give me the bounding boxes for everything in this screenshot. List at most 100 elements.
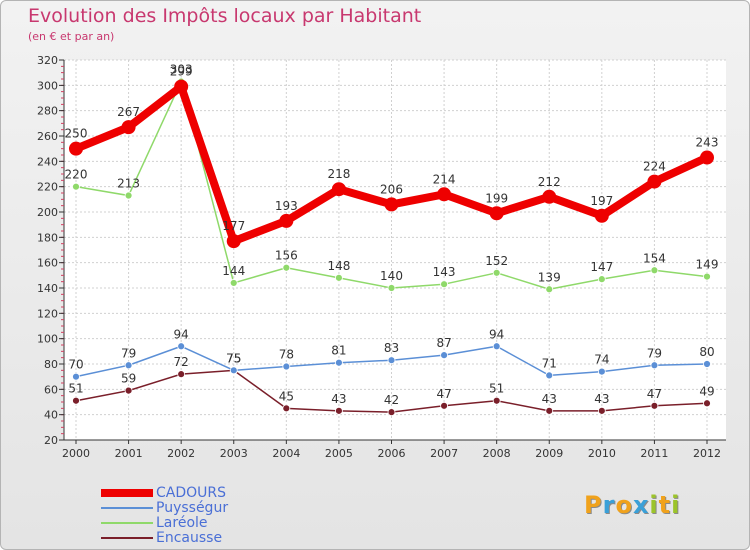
data-label: 87: [436, 336, 451, 350]
data-label: 51: [68, 382, 83, 396]
legend-label: Encausse: [156, 530, 223, 546]
data-label: 143: [433, 265, 456, 279]
data-label: 59: [121, 372, 136, 386]
data-label: 267: [117, 105, 140, 119]
data-label: 212: [538, 175, 561, 189]
y-tick-label: 140: [37, 282, 58, 295]
data-label: 148: [327, 259, 350, 273]
data-point: [387, 408, 396, 417]
data-label: 80: [699, 345, 714, 359]
y-tick-label: 240: [37, 155, 58, 168]
logo-letter: P: [584, 491, 603, 519]
data-point: [700, 150, 714, 165]
data-point: [387, 356, 396, 365]
x-tick-label: 2009: [535, 447, 563, 460]
data-point: [384, 197, 399, 212]
data-point: [597, 367, 606, 376]
legend-item: Laréole: [101, 515, 321, 531]
data-point: [542, 189, 557, 204]
y-tick-label: 200: [37, 206, 58, 219]
y-tick-label: 100: [37, 333, 58, 346]
data-label: 152: [485, 254, 508, 268]
y-tick-label: 300: [37, 79, 58, 92]
data-label: 81: [331, 344, 346, 358]
logo-letter: t: [658, 491, 672, 519]
data-point: [226, 234, 241, 249]
data-label: 139: [538, 270, 561, 284]
proxiti-logo: Proxiti: [584, 491, 680, 519]
legend-item: CADOURS: [101, 485, 321, 501]
data-label: 250: [65, 127, 88, 141]
data-point: [177, 342, 186, 351]
logo-letter: i: [671, 491, 681, 519]
data-point: [124, 361, 133, 370]
data-label: 144: [222, 264, 245, 278]
data-label: 43: [594, 392, 609, 406]
x-tick-label: 2010: [588, 447, 616, 460]
data-label: 47: [647, 387, 662, 401]
y-tick-label: 220: [37, 181, 58, 194]
data-label: 42: [384, 393, 399, 407]
data-label: 71: [542, 356, 557, 370]
y-tick-label: 180: [37, 231, 58, 244]
legend-item: Encausse: [101, 530, 321, 546]
data-point: [72, 372, 80, 381]
data-label: 220: [65, 168, 88, 182]
legend-swatch: [101, 537, 153, 539]
data-label: 72: [174, 355, 189, 369]
data-point: [440, 280, 448, 289]
x-tick-label: 2006: [378, 447, 406, 460]
data-label: 45: [279, 389, 294, 403]
data-label: 75: [226, 351, 241, 365]
data-label: 49: [699, 384, 714, 398]
data-point: [440, 401, 448, 410]
y-tick-label: 60: [44, 383, 58, 396]
data-point: [282, 404, 291, 413]
data-label: 43: [542, 392, 557, 406]
data-point: [489, 206, 504, 221]
legend: CADOURS Puysségur Laréole Encausse: [101, 485, 321, 546]
data-point: [335, 406, 343, 415]
logo-letter: x: [632, 491, 650, 519]
data-point: [703, 272, 711, 281]
data-label: 51: [489, 382, 504, 396]
data-point: [335, 273, 343, 282]
x-tick-label: 2004: [272, 447, 300, 460]
data-point: [229, 279, 238, 287]
data-label: 218: [327, 167, 350, 181]
data-label: 43: [331, 392, 346, 406]
data-label: 243: [696, 136, 719, 150]
data-point: [279, 213, 294, 228]
data-point: [121, 120, 136, 135]
data-label: 79: [647, 346, 662, 360]
data-label: 74: [594, 353, 609, 367]
data-label: 154: [643, 251, 666, 265]
data-label: 199: [485, 191, 508, 205]
data-label: 79: [121, 346, 136, 360]
data-label: 197: [590, 194, 613, 208]
data-point: [124, 191, 133, 200]
data-point: [703, 360, 711, 368]
data-label: 147: [590, 260, 613, 274]
y-tick-label: 320: [37, 54, 58, 67]
data-point: [703, 399, 711, 408]
data-point: [174, 79, 189, 94]
data-point: [335, 358, 343, 367]
x-tick-label: 2012: [693, 447, 721, 460]
data-label: 83: [384, 341, 399, 355]
data-label: 75: [226, 351, 241, 365]
data-point: [597, 275, 606, 284]
data-point: [545, 371, 554, 380]
logo-letter: r: [602, 491, 616, 519]
data-label: 149: [696, 258, 719, 272]
data-point: [492, 342, 501, 351]
x-tick-label: 2001: [115, 447, 143, 460]
y-tick-label: 280: [37, 105, 58, 118]
data-point: [331, 182, 346, 197]
data-point: [437, 187, 452, 202]
data-point: [647, 174, 662, 189]
data-label: 303: [170, 63, 193, 77]
chart-title: Evolution des Impôts locaux par Habitant: [28, 5, 422, 27]
data-label: 70: [68, 358, 83, 372]
